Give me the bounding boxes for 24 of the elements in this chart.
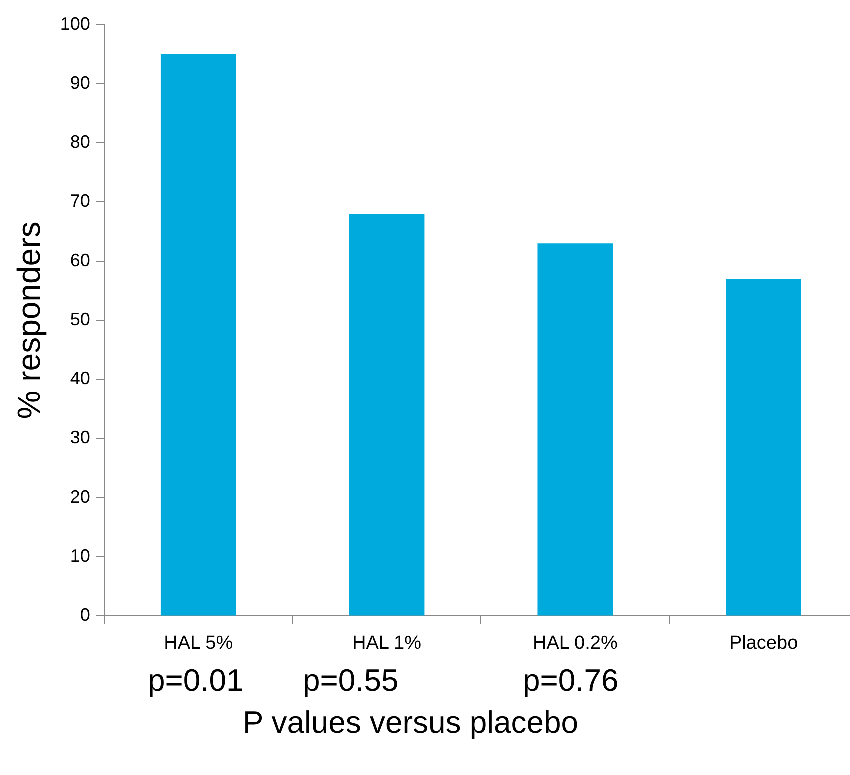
- bar: [538, 244, 614, 616]
- y-tick-label: 40: [70, 368, 90, 389]
- x-tick-label: HAL 1%: [352, 632, 422, 654]
- x-tick-label: HAL 5%: [164, 632, 234, 654]
- text: p=0.55: [303, 663, 399, 699]
- y-tick-label: 80: [70, 132, 90, 152]
- bar: [726, 279, 802, 616]
- y-tick-label: 0: [80, 605, 90, 626]
- y-tick-label: 20: [70, 486, 90, 507]
- x-axis-title: P values versus placebo: [243, 705, 580, 741]
- text: p=0.76: [523, 663, 619, 699]
- y-tick-label: 70: [70, 191, 90, 212]
- y-axis-title: % responders: [11, 222, 48, 420]
- y-tick-label: 10: [70, 546, 90, 566]
- bar: [160, 54, 236, 616]
- x-tick-label: HAL 0.2%: [532, 632, 618, 654]
- y-tick-label: 30: [70, 428, 90, 448]
- x-tick-label: Placebo: [729, 632, 798, 654]
- bar: [349, 214, 425, 616]
- y-tick-label: 50: [70, 309, 90, 330]
- y-tick-label: 60: [70, 250, 90, 270]
- y-tick-label: 90: [70, 72, 90, 93]
- y-tick-label: 100: [60, 14, 90, 34]
- text: p=0.01: [148, 663, 244, 699]
